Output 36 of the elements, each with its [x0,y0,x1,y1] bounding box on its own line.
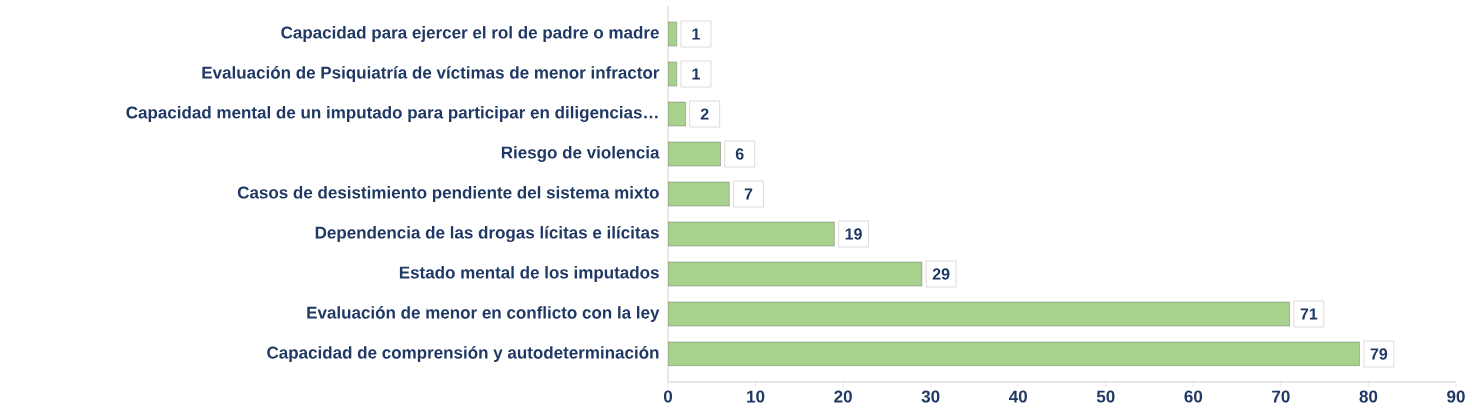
data-label: 19 [845,228,862,240]
x-tick-label: 80 [1359,390,1378,403]
y-tick-label: Riesgo de violencia [501,146,660,162]
y-tick-label: Capacidad mental de un imputado para participar en diligencias… [126,106,658,122]
y-tick-label: Capacidad para ejercer el rol de padre o madre [281,26,659,42]
data-label: 79 [1370,348,1388,360]
data-label: 1 [692,28,700,40]
x-tick-label: 70 [1272,390,1290,403]
bar [668,221,835,247]
x-tick-label: 0 [663,390,673,403]
y-tick-label: Casos de desistimiento pendiente del sistema mixto [237,186,659,202]
bar [668,141,721,167]
data-label: 1 [692,68,700,80]
data-label: 29 [932,268,950,280]
y-tick-label: Evaluación de Psiquiatría de víctimas de menor infractor [202,66,660,82]
data-label: 6 [735,148,744,160]
bar [668,341,1360,367]
y-tick-label: Dependencia de las drogas lícitas e ilícitas [315,225,659,243]
data-label: 71 [1300,308,1318,320]
data-label: 2 [700,108,709,120]
x-tick-label: 10 [747,390,765,403]
y-tick-label: Evaluación de menor en conflicto con la ley [307,305,660,322]
x-tick-label: 40 [1009,390,1027,403]
bar [668,21,677,47]
bar [668,181,730,207]
x-tick-label: 60 [1184,390,1203,403]
x-tick-label: 30 [921,390,940,403]
x-tick-label: 20 [834,390,852,403]
bar [668,101,686,127]
y-tick-label: Estado mental de los imputados [399,266,659,282]
bar [668,301,1290,327]
x-tick-label: 50 [1096,390,1115,403]
data-label: 7 [744,188,753,200]
x-tick-label: 90 [1447,390,1465,403]
bar [668,61,677,87]
y-tick-label: Capacidad de comprensión y autodeterminación [267,345,659,362]
